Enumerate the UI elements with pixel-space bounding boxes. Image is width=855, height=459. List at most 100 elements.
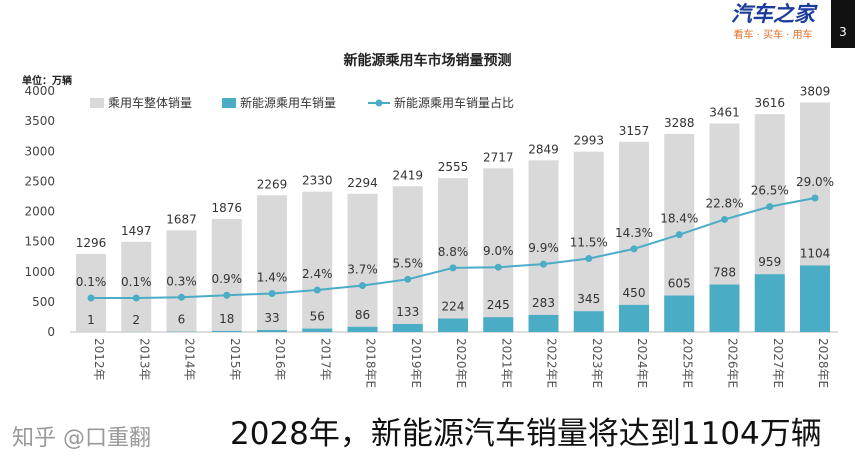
caption: 2028年，新能源汽车销量将达到1104万辆: [230, 416, 822, 452]
y-tick-label: 500: [32, 295, 55, 309]
y-tick-label: 2000: [24, 205, 55, 219]
nev-sales-label: 1: [87, 313, 95, 327]
x-tick-label: 2020年E: [454, 338, 468, 388]
logo-slogan: 看车 · 买车 · 用车: [733, 30, 813, 41]
total-sales-label: 2555: [438, 160, 469, 174]
total-sales-bar: [528, 160, 559, 332]
y-tick-label: 3500: [24, 114, 55, 128]
share-point: [811, 194, 819, 202]
share-label: 11.5%: [570, 236, 608, 250]
total-sales-label: 2330: [302, 174, 333, 188]
total-sales-bar: [438, 178, 468, 332]
total-sales-bar: [302, 191, 333, 332]
nev-sales-label: 605: [668, 277, 691, 291]
nev-sales-label: 56: [310, 310, 325, 324]
total-sales-label: 3616: [754, 96, 785, 110]
x-tick-label: 2023年E: [590, 338, 604, 388]
total-sales-bar: [211, 218, 242, 332]
share-label: 0.9%: [212, 272, 243, 286]
total-sales-label: 1876: [211, 201, 242, 215]
nev-sales-bar: [528, 314, 559, 332]
total-sales-bar: [483, 168, 514, 332]
nev-sales-bar: [664, 295, 695, 332]
nev-sales-label: 450: [623, 286, 646, 300]
total-sales-label: 2993: [573, 134, 604, 148]
legend-label-total: 乘用车整体销量: [108, 95, 192, 110]
nev-sales-bar: [619, 304, 649, 332]
y-tick-label: 1500: [24, 235, 55, 249]
total-sales-bar: [76, 253, 106, 332]
total-sales-label: 2294: [347, 176, 378, 190]
nev-sales-bar: [483, 317, 514, 332]
total-sales-label: 2717: [483, 150, 514, 164]
legend-swatch-total: [90, 98, 104, 108]
nev-sales-label: 959: [758, 255, 781, 269]
share-point: [675, 231, 683, 239]
total-sales-bar: [257, 195, 287, 332]
total-sales-bar: [619, 141, 649, 332]
x-tick-label: 2025年E: [680, 338, 694, 388]
nev-sales-label: 6: [178, 313, 186, 327]
total-sales-label: 3288: [664, 116, 695, 130]
total-sales-bar: [121, 241, 152, 332]
nev-sales-label: 345: [577, 292, 600, 306]
total-sales-label: 1296: [76, 236, 107, 250]
page-number: 3: [831, 0, 855, 48]
share-label: 5.5%: [393, 256, 424, 270]
share-label: 22.8%: [705, 196, 743, 210]
x-tick-label: 2013年: [137, 338, 151, 381]
nev-sales-bar: [347, 326, 378, 332]
total-sales-label: 1497: [121, 224, 152, 238]
share-label: 9.0%: [483, 244, 514, 258]
x-tick-label: 2021年E: [499, 338, 513, 388]
share-label: 9.9%: [528, 241, 559, 255]
legend-label-nev: 新能源乘用车销量: [240, 95, 336, 110]
legend-label-share: 新能源乘用车销量占比: [394, 95, 514, 110]
total-sales-label: 3157: [619, 124, 650, 138]
nev-sales-label: 86: [355, 308, 370, 322]
nev-sales-label: 18: [219, 312, 234, 326]
legend-swatch-nev: [222, 98, 236, 108]
share-point: [585, 255, 593, 263]
nev-sales-bar: [573, 311, 604, 332]
nev-sales-label: 283: [532, 296, 555, 310]
y-tick-label: 3000: [24, 144, 55, 158]
nev-sales-label: 2: [132, 313, 140, 327]
x-tick-label: 2019年E: [409, 338, 423, 388]
share-point: [313, 286, 321, 294]
y-tick-label: 0: [47, 325, 55, 339]
y-tick-label: 1000: [24, 265, 55, 279]
share-point: [721, 215, 728, 223]
share-point: [223, 291, 231, 299]
x-tick-label: 2022年E: [545, 338, 559, 388]
nev-sales-bar: [392, 323, 423, 332]
share-label: 2.4%: [302, 267, 333, 281]
share-label: 26.5%: [751, 184, 789, 198]
x-tick-label: 2014年: [183, 338, 197, 381]
total-sales-bar: [347, 193, 378, 332]
share-label: 3.7%: [347, 263, 378, 277]
share-label: 0.1%: [121, 275, 152, 289]
y-tick-label: 2500: [24, 174, 55, 188]
watermark: 知乎 @口重翻: [12, 426, 151, 451]
nev-sales-label: 224: [442, 300, 465, 314]
autohome-logo: 汽车之家 看车 · 买车 · 用车: [718, 2, 828, 41]
total-sales-label: 2849: [528, 142, 559, 156]
share-point: [268, 290, 276, 298]
total-sales-bar: [392, 186, 423, 332]
total-sales-bar: [573, 151, 604, 332]
legend-marker-share: [375, 99, 383, 107]
nev-sales-bar: [302, 328, 333, 332]
share-point: [178, 293, 185, 301]
logo-main: 汽车之家: [731, 2, 815, 26]
unit-label: 单位：万辆: [22, 76, 72, 87]
share-point: [494, 263, 502, 271]
nev-sales-bar: [211, 330, 242, 332]
share-label: 0.1%: [76, 275, 107, 289]
x-tick-label: 2024年E: [635, 338, 649, 388]
share-label: 18.4%: [660, 212, 698, 226]
share-point: [540, 260, 547, 268]
x-tick-label: 2015年: [228, 338, 242, 381]
x-tick-label: 2018年E: [364, 338, 378, 388]
